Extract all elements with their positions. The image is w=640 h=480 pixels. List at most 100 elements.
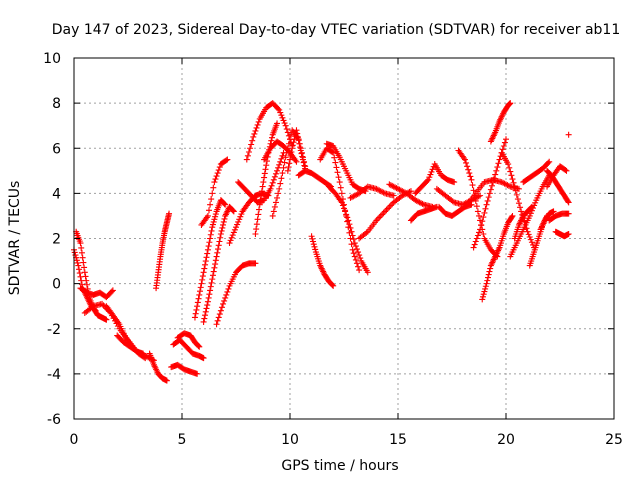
data-point <box>312 246 319 253</box>
data-point <box>518 208 525 215</box>
data-point <box>204 246 211 253</box>
data-point <box>212 176 219 183</box>
data-point <box>344 214 351 221</box>
data-point <box>283 149 290 156</box>
data-point <box>275 105 282 112</box>
data-point <box>213 253 220 260</box>
data-point <box>287 152 294 159</box>
y-axis-label: SDTVAR / TECUs <box>7 181 23 296</box>
data-point <box>271 203 278 210</box>
data-point <box>345 217 352 224</box>
data-point <box>224 156 231 163</box>
data-point <box>280 117 287 124</box>
data-point <box>545 159 552 166</box>
data-point <box>213 321 220 328</box>
data-point <box>236 216 243 223</box>
data-point <box>243 156 250 163</box>
data-point <box>237 213 244 220</box>
data-point <box>219 224 226 231</box>
data-point <box>347 224 354 231</box>
data-point <box>220 300 227 307</box>
data-point <box>200 355 207 362</box>
data-point <box>211 216 218 223</box>
data-point <box>483 201 490 208</box>
data-point <box>509 212 516 219</box>
data-point <box>349 232 356 239</box>
series-arc-23 <box>308 233 337 289</box>
data-point <box>269 134 275 141</box>
data-point <box>505 161 512 168</box>
data-point <box>473 203 480 210</box>
data-point <box>507 100 514 107</box>
data-point <box>505 182 512 189</box>
data-point <box>103 316 110 323</box>
data-point <box>208 279 215 286</box>
data-point <box>78 249 85 256</box>
data-point <box>210 268 217 275</box>
data-point <box>562 167 569 174</box>
data-point <box>274 167 281 174</box>
data-point <box>485 274 491 281</box>
data-point <box>289 142 296 149</box>
data-point <box>374 215 381 222</box>
x-tick-label: 0 <box>70 432 79 448</box>
data-point <box>356 252 363 259</box>
data-point <box>473 235 480 242</box>
data-point <box>291 136 298 143</box>
series-arc-06 <box>114 332 147 357</box>
data-point <box>487 186 494 193</box>
data-point <box>212 213 219 220</box>
x-tick-label: 15 <box>389 432 407 448</box>
data-point <box>379 211 386 218</box>
data-point <box>525 231 532 238</box>
x-axis-label: GPS time / hours <box>281 458 398 474</box>
data-point <box>425 176 432 183</box>
data-point <box>213 173 220 180</box>
data-point <box>203 254 210 261</box>
data-point <box>235 218 242 225</box>
data-point <box>279 170 286 177</box>
data-point <box>216 164 223 171</box>
data-point <box>357 255 364 262</box>
y-tick-label: -4 <box>47 367 61 383</box>
data-point <box>209 224 216 231</box>
data-point <box>221 215 228 222</box>
data-point <box>330 149 337 156</box>
data-point <box>336 179 343 186</box>
data-point <box>80 259 87 266</box>
series-arc-08 <box>153 210 173 292</box>
x-tick-label: 25 <box>605 432 623 448</box>
data-point <box>310 241 317 248</box>
data-point <box>258 192 265 199</box>
data-point <box>197 288 203 295</box>
data-point <box>204 298 211 305</box>
series-arc-42 <box>511 203 535 242</box>
data-point <box>79 254 86 261</box>
data-point <box>331 154 338 161</box>
data-point <box>526 233 533 240</box>
data-point <box>470 244 477 251</box>
series-arc-44 <box>526 212 551 269</box>
data-point <box>210 184 217 191</box>
data-point <box>268 182 275 189</box>
data-point <box>254 216 261 223</box>
data-point <box>363 229 370 236</box>
data-point <box>216 238 223 245</box>
data-point <box>108 288 115 295</box>
data-points <box>71 100 572 384</box>
data-point <box>202 261 209 268</box>
data-point <box>297 144 304 151</box>
data-point <box>297 147 304 154</box>
data-point <box>276 106 283 113</box>
series-arc-50 <box>565 131 572 138</box>
series-arc-12 <box>191 197 229 321</box>
data-point <box>191 314 198 321</box>
data-point <box>224 288 231 295</box>
data-point <box>72 252 79 259</box>
series-arc-28 <box>347 183 397 201</box>
data-point <box>200 269 207 276</box>
data-point <box>484 197 491 204</box>
data-point <box>201 315 208 322</box>
data-point <box>511 183 518 190</box>
